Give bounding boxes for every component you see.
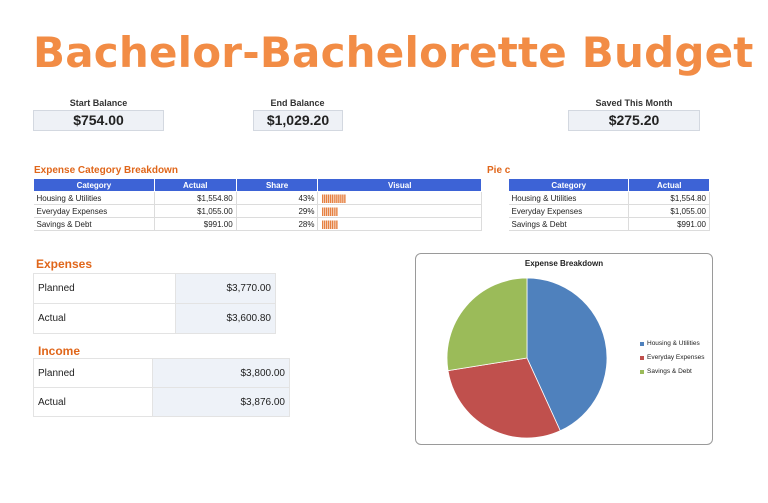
table-row: Savings & Debt $991.00 [508, 217, 710, 231]
category-cell[interactable]: Housing & Utilities [508, 191, 630, 205]
legend-item: Savings & Debt [640, 368, 704, 375]
start-balance-value[interactable]: $754.00 [33, 110, 164, 131]
saved-this-month-value[interactable]: $275.20 [568, 110, 700, 131]
pie-slice-savings-debt[interactable] [446, 277, 528, 372]
income-heading: Income [38, 344, 81, 358]
page-title: Bachelor-Bachelorette Budget [33, 28, 754, 77]
chart-title: Expense Breakdown [524, 259, 604, 268]
expense-breakdown-heading: Expense Category Breakdown [34, 165, 178, 176]
share-cell[interactable]: 43% [236, 191, 319, 205]
actual-cell[interactable]: $1,055.00 [154, 204, 237, 218]
actual-cell[interactable]: $1,055.00 [628, 204, 710, 218]
legend-swatch [640, 341, 644, 346]
actual-cell[interactable]: $1,554.80 [628, 191, 710, 205]
income-planned-value[interactable]: $3,800.00 [151, 358, 291, 388]
expenses-actual-label: Actual [32, 303, 177, 334]
end-balance-value[interactable]: $1,029.20 [253, 110, 343, 131]
expense-breakdown-table: Category Actual Share Visual Housing & U… [33, 178, 482, 231]
expenses-planned-label: Planned [32, 273, 177, 304]
chart-legend: Housing & Utilities Everyday Expenses Savi… [640, 340, 704, 382]
actual-cell[interactable]: $1,554.80 [154, 191, 237, 205]
share-cell[interactable]: 28% [236, 217, 319, 231]
table-row: Planned $3,800.00 [33, 358, 291, 388]
visual-bar-cell[interactable]: |||||||| [317, 204, 482, 218]
expenses-table: Planned $3,770.00 Actual $3,600.80 [32, 273, 276, 334]
column-header[interactable]: Visual [317, 178, 482, 192]
legend-swatch [640, 369, 644, 374]
category-cell[interactable]: Savings & Debt [33, 217, 155, 231]
table-row: Housing & Utilities $1,554.80 43% ||||||… [33, 191, 482, 205]
column-header[interactable]: Category [33, 178, 155, 192]
legend-label: Everyday Expenses [647, 354, 705, 361]
legend-item: Housing & Utilities [640, 340, 704, 347]
table-row: Savings & Debt $991.00 28% |||||||| [33, 217, 482, 231]
income-actual-value[interactable]: $3,876.00 [151, 387, 291, 417]
expenses-actual-value[interactable]: $3,600.80 [175, 303, 276, 334]
expenses-planned-value[interactable]: $3,770.00 [175, 273, 276, 304]
visual-bar-cell[interactable]: |||||||||||| [317, 191, 482, 205]
column-header[interactable]: Actual [153, 178, 237, 192]
visual-bar-cell[interactable]: |||||||| [317, 217, 482, 231]
actual-cell[interactable]: $991.00 [154, 217, 237, 231]
column-header[interactable]: Share [235, 178, 319, 192]
legend-label: Savings & Debt [647, 368, 692, 375]
category-cell[interactable]: Everyday Expenses [508, 204, 630, 218]
expenses-heading: Expenses [36, 257, 93, 271]
table-row: Housing & Utilities $1,554.80 [508, 191, 710, 205]
pie-chart-svg [446, 277, 608, 439]
legend-swatch [640, 355, 644, 360]
table-header-row: Category Actual Share Visual [33, 178, 482, 192]
legend-item: Everyday Expenses [640, 354, 704, 361]
pie-data-table: Category Actual Housing & Utilities $1,5… [507, 178, 710, 231]
table-row: Actual $3,876.00 [33, 387, 291, 417]
table-row: Everyday Expenses $1,055.00 29% |||||||| [33, 204, 482, 218]
table-row: Planned $3,770.00 [32, 273, 276, 304]
category-cell[interactable]: Savings & Debt [508, 217, 630, 231]
pie-slice-everyday-expenses[interactable] [447, 357, 561, 439]
pie-slice-housing-utilities[interactable] [526, 277, 608, 432]
end-balance-label: End Balance [270, 98, 325, 108]
expense-breakdown-chart[interactable]: Expense Breakdown Housing & Utilities Eve… [415, 253, 713, 445]
income-actual-label: Actual [33, 387, 153, 417]
share-cell[interactable]: 29% [236, 204, 319, 218]
pie-table-heading: Pie c [487, 165, 511, 176]
saved-this-month-label: Saved This Month [595, 98, 673, 108]
column-header[interactable]: Category [507, 178, 630, 192]
legend-label: Housing & Utilities [647, 340, 700, 347]
category-cell[interactable]: Everyday Expenses [33, 204, 155, 218]
table-header-row: Category Actual [507, 178, 710, 192]
column-header[interactable]: Actual [628, 178, 710, 192]
category-cell[interactable]: Housing & Utilities [33, 191, 155, 205]
table-row: Everyday Expenses $1,055.00 [508, 204, 710, 218]
income-table: Planned $3,800.00 Actual $3,876.00 [33, 358, 291, 417]
actual-cell[interactable]: $991.00 [628, 217, 710, 231]
table-row: Actual $3,600.80 [32, 303, 276, 334]
start-balance-label: Start Balance [69, 98, 128, 108]
income-planned-label: Planned [33, 358, 153, 388]
